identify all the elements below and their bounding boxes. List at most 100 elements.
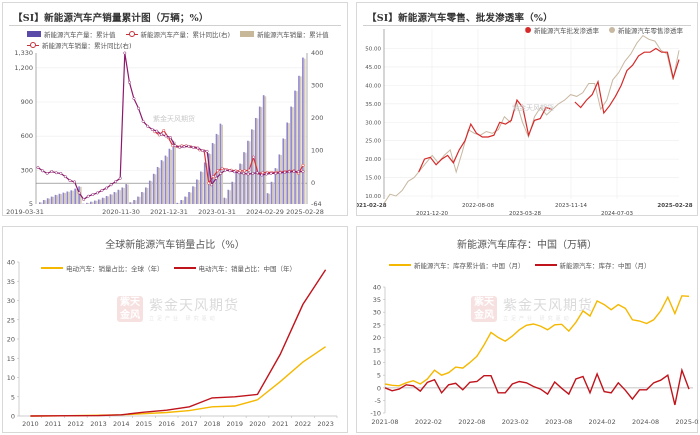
y-tick-label: 40 <box>373 284 381 292</box>
legend-item-sales: 新能源汽车销量：累计值 <box>240 29 329 39</box>
yoy-marker <box>59 171 63 175</box>
bar-production <box>254 117 257 204</box>
yoy-marker <box>50 170 54 173</box>
bar-sales <box>127 184 129 204</box>
bar-sales <box>225 198 227 204</box>
y-tick-label: 15.00 <box>365 176 381 182</box>
bar-production <box>219 123 222 204</box>
bar-production <box>290 106 292 204</box>
bar-production <box>294 90 296 204</box>
bar-sales <box>68 191 70 204</box>
legend-item-wholesale: 新能源汽车批发渗透率 <box>525 25 599 35</box>
bar-sales <box>72 190 74 204</box>
bar-sales <box>162 161 165 204</box>
y-tick-label: 15 <box>7 355 15 363</box>
yoy-marker <box>216 169 220 173</box>
yoy-marker <box>162 129 166 132</box>
bar-production <box>302 57 304 205</box>
x-tick-label: 2012 <box>68 420 85 428</box>
x-tick-label: 2024-02 <box>589 418 616 426</box>
bar-production <box>168 148 171 204</box>
bar-production <box>39 202 41 204</box>
legend-item-global: 电动汽车：销量占比：全球（年） <box>41 263 164 273</box>
bar-sales <box>150 181 153 204</box>
y-tick-label: 45.00 <box>365 65 381 71</box>
yoy-marker <box>196 146 200 150</box>
bar-sales <box>182 200 184 204</box>
y-tick-label: 40.00 <box>365 83 381 89</box>
yoy-marker <box>45 171 49 175</box>
watermark: 紫金天风期货 <box>512 104 554 112</box>
legend-item-production: 新能源汽车产量：累计值 <box>27 29 116 39</box>
yoy-marker <box>164 134 168 138</box>
bar-production <box>137 196 139 204</box>
dot-swatch-icon <box>525 27 531 33</box>
y-tick-label: 30.00 <box>365 120 381 126</box>
yoy-marker <box>114 180 118 183</box>
yoy-marker <box>54 171 58 175</box>
yoy-marker <box>207 181 211 185</box>
share-line <box>30 346 326 417</box>
bar-sales <box>197 180 200 204</box>
yoy-marker <box>137 106 140 110</box>
x-tick-label: 2017 <box>181 420 198 428</box>
y-tick-label: 25 <box>7 316 15 324</box>
yoy-marker <box>171 144 175 148</box>
panel-penetration-rate: 【SI】新能源汽车零售、批发渗透率（%） 新能源汽车批发渗透率 新能源汽车零售渗… <box>356 2 698 217</box>
y-tick-label: 15 <box>373 347 381 355</box>
x-tick-label: 2025-02-28 <box>286 208 324 216</box>
x-tick-label: 2023-08 <box>545 418 572 426</box>
yoy-marker <box>278 171 282 175</box>
x-tick-label: 2024-07-03 <box>601 211 633 217</box>
bar-sales <box>233 182 235 204</box>
x-tick-label: 2020 <box>249 420 266 428</box>
y-tick-label: 1,330 <box>14 49 33 57</box>
bar-sales <box>221 124 224 204</box>
bar-sales <box>237 173 239 204</box>
yoy-marker <box>214 176 218 180</box>
yoy-marker <box>82 197 86 201</box>
yoy-marker <box>182 145 186 149</box>
chart-plot-penetration: 10.00 15.00 20.00 25.00 30.00 35.00 40.00 45.00… <box>357 29 693 217</box>
bar-production <box>203 162 206 204</box>
x-tick-label: 2022-08-08 <box>462 203 494 209</box>
yoy-marker <box>187 144 191 148</box>
yoy-marker <box>264 172 268 176</box>
bar-production <box>251 129 253 204</box>
x-tick-label: 2019 <box>227 420 244 428</box>
bar-sales <box>201 172 204 204</box>
y-tick-label: -10 <box>370 410 381 418</box>
legend-item-sales-yoy: 新能源汽车销量：累计同比(右) <box>27 40 132 50</box>
bar-sales <box>131 202 133 204</box>
yoy-marker <box>243 169 247 173</box>
bar-sales <box>189 192 192 204</box>
bar-production <box>113 192 116 204</box>
bar-production <box>231 181 234 204</box>
x-tick-label: 2023-11-14 <box>555 203 587 209</box>
y-tick-label: 0 <box>377 384 381 392</box>
chart-title: 新能源汽车库存：中国（万辆） <box>457 240 597 251</box>
bar-sales <box>268 193 271 204</box>
bar-sales <box>95 200 98 204</box>
bar-production <box>164 155 167 204</box>
bar-sales <box>276 168 279 204</box>
yoy-marker <box>191 145 195 149</box>
watermark: 紫天 金风 紫金天风期货 立足产业 研究驱动 <box>471 295 593 322</box>
yoy-marker <box>260 173 264 177</box>
bar-sales <box>52 196 55 204</box>
y-tick-label: 50.00 <box>365 47 381 53</box>
yoy-marker <box>252 155 256 159</box>
yoy-marker <box>141 119 145 123</box>
yoy-marker <box>68 179 72 183</box>
panel-global-share: 全球新能源汽车销量占比（%） 电动汽车：销量占比：全球（年） 电动汽车：销量占比… <box>2 226 348 433</box>
bar-sales <box>217 134 220 204</box>
bar-sales <box>48 198 51 204</box>
bar-sales <box>91 201 94 204</box>
title-divider <box>9 25 341 26</box>
bar-sales <box>99 199 102 204</box>
bar-sales <box>174 141 176 204</box>
line-swatch-icon <box>534 264 557 266</box>
yoy-marker <box>233 170 236 174</box>
bar-sales <box>146 187 149 204</box>
bar-production <box>199 171 202 204</box>
